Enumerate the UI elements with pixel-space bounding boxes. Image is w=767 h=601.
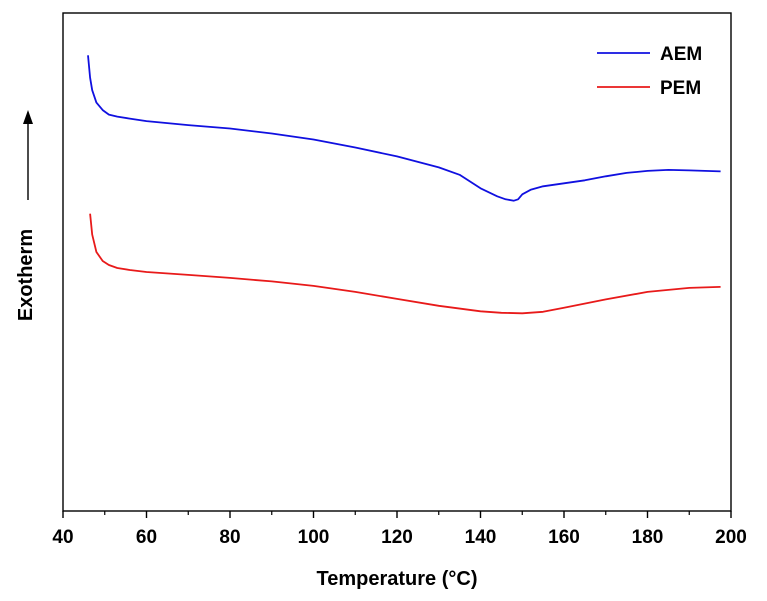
y-axis-title: Exotherm: [15, 229, 37, 321]
exotherm-direction-arrow: [23, 110, 33, 200]
x-tick-label: 180: [632, 527, 664, 548]
series-line-aem: [87, 55, 721, 202]
x-tick-label: 40: [52, 527, 73, 548]
legend-label-aem: AEM: [660, 44, 702, 65]
x-tick-label: 160: [548, 527, 580, 548]
x-axis-ticks: 40 60 80 100 120 140 160 180 200: [52, 511, 747, 548]
legend-label-pem: PEM: [660, 78, 701, 99]
arrow-head-icon: [23, 110, 33, 124]
x-axis-title: Temperature (°C): [317, 568, 478, 590]
x-tick-label: 120: [381, 527, 413, 548]
x-tick-label: 60: [136, 527, 157, 548]
series-line-pem: [89, 213, 721, 315]
series-layer: [87, 55, 721, 315]
x-tick-label: 80: [219, 527, 240, 548]
x-tick-label: 100: [298, 527, 330, 548]
x-tick-label: 140: [465, 527, 497, 548]
x-tick-label: 200: [715, 527, 747, 548]
legend: AEM PEM: [597, 44, 702, 99]
